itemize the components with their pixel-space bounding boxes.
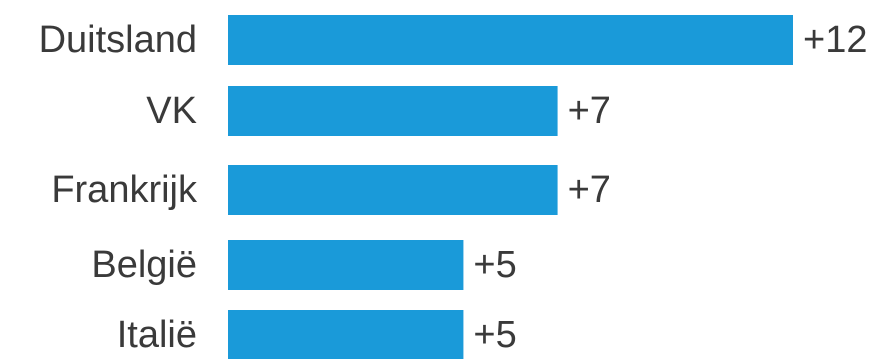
value-label-belgie: +5 xyxy=(473,244,516,286)
category-label-vk: VK xyxy=(146,90,197,132)
category-labels: Duitsland VK Frankrijk België Italië xyxy=(39,19,198,356)
bar-vk xyxy=(228,86,558,136)
category-label-italie: Italië xyxy=(117,314,197,356)
bar-italie xyxy=(228,310,464,359)
bars xyxy=(228,15,793,359)
value-label-italie: +5 xyxy=(473,314,516,356)
bar-frankrijk xyxy=(228,165,558,215)
value-label-duitsland: +12 xyxy=(803,19,867,61)
value-label-frankrijk: +7 xyxy=(568,169,611,211)
category-label-duitsland: Duitsland xyxy=(39,19,197,61)
category-label-frankrijk: Frankrijk xyxy=(51,169,198,211)
category-label-belgie: België xyxy=(91,244,197,286)
bar-belgie xyxy=(228,240,464,290)
value-label-vk: +7 xyxy=(568,90,611,132)
bar-duitsland xyxy=(228,15,793,65)
value-labels: +12 +7 +7 +5 +5 xyxy=(473,19,867,356)
